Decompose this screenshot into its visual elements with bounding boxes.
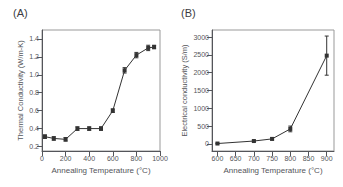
svg-text:2500: 2500 [193,51,209,58]
svg-text:Annealing Temperature (°C): Annealing Temperature (°C) [51,166,150,175]
svg-text:800: 800 [131,155,143,162]
svg-text:800: 800 [284,155,296,162]
svg-text:650: 650 [230,155,242,162]
svg-text:700: 700 [248,155,260,162]
svg-text:0.6: 0.6 [29,107,39,114]
svg-text:0.2: 0.2 [29,143,39,150]
svg-text:600: 600 [212,155,224,162]
svg-text:3000: 3000 [193,34,209,41]
svg-text:1.0: 1.0 [29,71,39,78]
svg-text:0: 0 [40,155,44,162]
svg-text:Electrical conductivity (S/m): Electrical conductivity (S/m) [180,44,189,137]
svg-text:200: 200 [60,155,72,162]
svg-text:1.2: 1.2 [29,53,39,60]
svg-text:Thermal Conductivity (W/m-K): Thermal Conductivity (W/m-K) [16,40,25,141]
svg-text:850: 850 [303,155,315,162]
svg-text:0.4: 0.4 [29,125,39,132]
svg-text:Annealing Temperature (°C): Annealing Temperature (°C) [223,166,322,175]
svg-text:600: 600 [107,155,119,162]
svg-text:750: 750 [266,155,278,162]
svg-text:1500: 1500 [193,87,209,94]
svg-text:1000: 1000 [152,155,168,162]
svg-text:1.4: 1.4 [29,35,39,42]
svg-text:2000: 2000 [193,69,209,76]
svg-text:900: 900 [321,155,333,162]
svg-text:0.8: 0.8 [29,89,39,96]
svg-text:0: 0 [205,140,209,147]
svg-text:(B): (B) [181,7,196,19]
svg-text:(A): (A) [13,7,28,19]
svg-text:500: 500 [197,123,209,130]
svg-text:400: 400 [83,155,95,162]
svg-text:1000: 1000 [193,105,209,112]
